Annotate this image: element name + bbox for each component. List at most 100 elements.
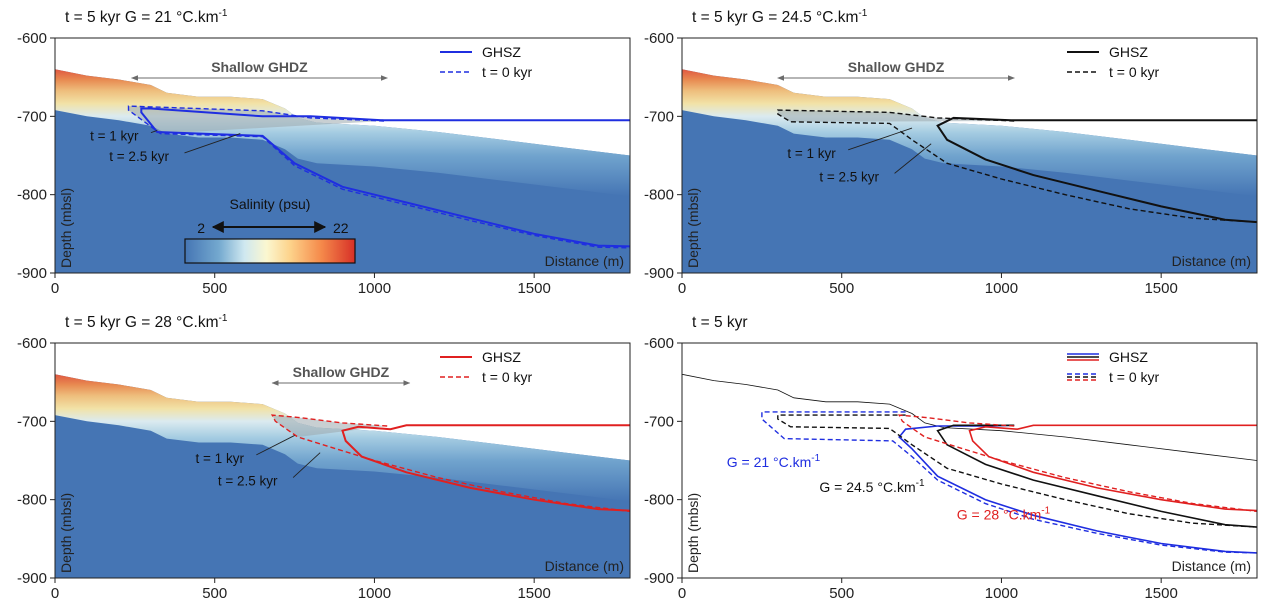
ghsz-contour [936, 116, 1257, 224]
seafloor-line [682, 373, 1257, 461]
y-tick-label: -900 [17, 265, 47, 282]
ghsz-contour [140, 107, 630, 248]
plot-area [55, 69, 630, 273]
y-axis-label: Depth (mbsl) [685, 493, 701, 573]
y-tick-label: -800 [17, 187, 47, 204]
colorbar-max: 22 [333, 220, 349, 236]
t0-contour [270, 414, 630, 513]
time-annotation: t = 1 kyr [787, 146, 836, 161]
annotation-leader [256, 435, 295, 456]
ghdz-label: Shallow GHDZ [848, 59, 945, 75]
x-tick-label: 1500 [517, 585, 550, 602]
y-tick-label: -700 [17, 108, 47, 125]
plot-area [682, 69, 1257, 273]
gradient-label-text: G = 28 °C.km [957, 506, 1042, 522]
plot-frame [681, 37, 1258, 274]
plot-frame [54, 342, 631, 579]
t0-contour [127, 105, 630, 249]
gradient-label-text: G = 21 °C.km [727, 454, 812, 470]
panel-4: 0 500 1000 1500 -600 -700 -800 -900 Distance (m)… [644, 314, 1258, 602]
y-tick-label: -600 [644, 30, 674, 47]
ghdz-label: Shallow GHDZ [293, 364, 390, 380]
t0-contour-3 [897, 414, 1257, 513]
plot-area [682, 373, 1257, 554]
panel-3: 0 500 1000 1500 -600 -700 -800 -900 Distance (m)… [17, 313, 631, 602]
y-axis-label: Depth (mbsl) [58, 188, 74, 268]
annotation-leader [150, 130, 158, 134]
panel-title: t = 5 kyr G = 21 °C.km-1 [65, 8, 228, 26]
legend-ghsz-label: GHSZ [1109, 44, 1148, 60]
x-tick-label: 1500 [1144, 280, 1177, 297]
x-tick-label: 1500 [517, 280, 550, 297]
t0-contour-2 [777, 414, 1257, 528]
gradient-label-sup: -1 [916, 478, 925, 489]
salinity-band [55, 69, 630, 197]
x-axis-label: Distance (m) [1172, 253, 1251, 269]
x-tick-label: 1000 [358, 585, 391, 602]
x-axis-label: Distance (m) [1172, 558, 1251, 574]
y-axis-label: Depth (mbsl) [685, 188, 701, 268]
gradient-label-sup: -1 [811, 453, 820, 464]
x-tick-label: 500 [202, 280, 227, 297]
x-tick-label: 1000 [985, 280, 1018, 297]
time-annotation: t = 1 kyr [196, 451, 245, 466]
annotation-leader [292, 452, 321, 478]
y-tick-label: -700 [644, 413, 674, 430]
panel-title-sup: -1 [219, 313, 228, 324]
y-tick-label: -600 [17, 30, 47, 47]
x-tick-label: 0 [678, 280, 686, 297]
y-tick-label: -700 [17, 413, 47, 430]
x-tick-label: 500 [202, 585, 227, 602]
plot-frame [681, 342, 1258, 579]
y-axis-label: Depth (mbsl) [58, 493, 74, 573]
gradient-label-sup: -1 [1041, 505, 1050, 516]
legend-ghsz-label: GHSZ [1109, 349, 1148, 365]
ghsz-contour-3 [968, 424, 1257, 512]
legend-t0-label: t = 0 kyr [482, 369, 533, 385]
x-tick-label: 1000 [985, 585, 1018, 602]
panel-1: 0 500 1000 1500 -600 -700 -800 -900 Distance (m)… [17, 8, 631, 297]
x-axis-label: Distance (m) [545, 558, 624, 574]
legend-ghsz-label: GHSZ [482, 349, 521, 365]
time-annotation: t = 1 kyr [90, 129, 139, 144]
panel-title-text: t = 5 kyr G = 28 °C.km [65, 314, 219, 331]
ghsz-contour [341, 424, 630, 512]
legend-t0-label: t = 0 kyr [1109, 369, 1160, 385]
x-axis-label: Distance (m) [545, 253, 624, 269]
gradient-label: G = 21 °C.km-1 [727, 453, 821, 470]
gradient-label: G = 28 °C.km-1 [957, 505, 1051, 522]
panel-title: t = 5 kyr G = 24.5 °C.km-1 [692, 8, 868, 26]
panel-title-text: t = 5 kyr G = 21 °C.km [65, 9, 219, 26]
annotation-leader [848, 127, 913, 151]
panel-title-text: t = 5 kyr [692, 314, 748, 331]
legend-t0-label: t = 0 kyr [1109, 64, 1160, 80]
salinity-colorbar: Salinity (psu)2 22 [184, 196, 356, 264]
panel-2: 0 500 1000 1500 -600 -700 -800 -900 Distance (m)… [644, 8, 1258, 297]
colorbar-ramp [184, 238, 356, 264]
y-tick-label: -800 [644, 492, 674, 509]
gradient-label-text: G = 24.5 °C.km [819, 479, 915, 495]
y-tick-label: -700 [644, 108, 674, 125]
gradient-label: G = 24.5 °C.km-1 [819, 478, 925, 495]
salinity-band [55, 374, 630, 502]
x-tick-label: 0 [51, 280, 59, 297]
plot-area [55, 374, 630, 578]
y-tick-label: -800 [644, 187, 674, 204]
x-tick-label: 500 [829, 585, 854, 602]
salinity-band [682, 69, 1257, 197]
panel-title-sup: -1 [858, 8, 867, 19]
panel-title: t = 5 kyr G = 28 °C.km-1 [65, 313, 228, 331]
x-tick-label: 0 [678, 585, 686, 602]
x-tick-label: 0 [51, 585, 59, 602]
time-annotation: t = 2.5 kyr [218, 474, 278, 489]
hydrate-zone [128, 106, 384, 134]
ghsz-contour-2 [936, 424, 1257, 528]
annotation-leader [894, 143, 932, 174]
colorbar-title: Salinity (psu) [230, 196, 311, 212]
colorbar-min: 2 [197, 220, 205, 236]
legend-t0-label: t = 0 kyr [482, 64, 533, 80]
y-tick-label: -900 [644, 265, 674, 282]
y-tick-label: -800 [17, 492, 47, 509]
panel-title: t = 5 kyr [692, 314, 748, 331]
